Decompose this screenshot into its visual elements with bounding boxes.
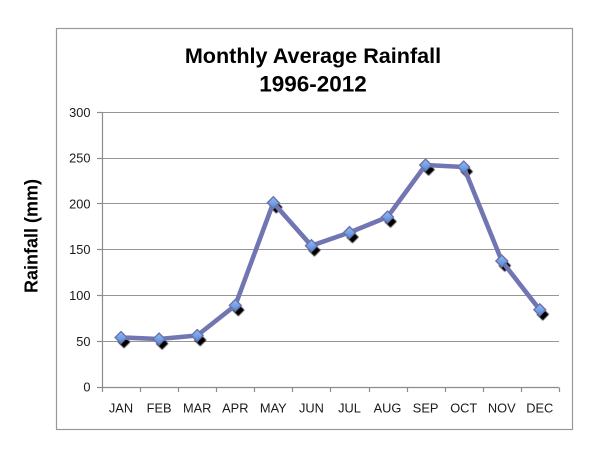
svg-text:300: 300 [69, 105, 90, 120]
svg-text:JUN: JUN [299, 401, 324, 416]
svg-text:0: 0 [83, 380, 90, 395]
svg-text:250: 250 [69, 151, 90, 166]
svg-text:200: 200 [69, 196, 90, 211]
svg-text:APR: APR [222, 401, 248, 416]
svg-text:DEC: DEC [526, 401, 553, 416]
svg-text:NOV: NOV [488, 401, 516, 416]
svg-text:OCT: OCT [450, 401, 477, 416]
svg-text:100: 100 [69, 288, 90, 303]
svg-text:Rainfall (mm): Rainfall (mm) [22, 179, 42, 293]
svg-text:SEP: SEP [413, 401, 439, 416]
svg-text:FEB: FEB [147, 401, 172, 416]
svg-text:Monthly Average Rainfall: Monthly Average Rainfall [185, 43, 441, 68]
svg-text:150: 150 [69, 242, 90, 257]
svg-text:1996-2012: 1996-2012 [259, 72, 367, 97]
svg-text:MAR: MAR [183, 401, 211, 416]
svg-text:JUL: JUL [338, 401, 361, 416]
svg-text:MAY: MAY [260, 401, 287, 416]
svg-text:AUG: AUG [374, 401, 402, 416]
svg-text:50: 50 [76, 334, 90, 349]
svg-text:JAN: JAN [109, 401, 133, 416]
